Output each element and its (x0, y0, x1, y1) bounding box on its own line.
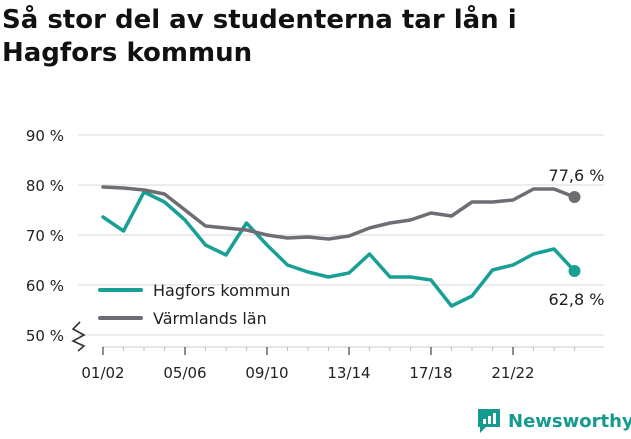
x-tick-label: 01/02 (81, 364, 124, 382)
y-axis: 50 % 60 % 70 % 80 % 90 % (26, 127, 64, 345)
newsworthy-logo-icon (478, 409, 500, 433)
chart-title: Så stor del av studenterna tar lån i Hag… (2, 5, 517, 68)
y-tick-label: 70 % (26, 227, 64, 245)
y-tick-label: 80 % (26, 177, 64, 195)
series-line-2 (101, 185, 577, 241)
y-tick-label: 90 % (26, 127, 64, 145)
x-tick-label: 05/06 (163, 364, 206, 382)
series-end-label-2: 77,6 % (549, 166, 605, 185)
series-end-point-2 (568, 191, 581, 203)
legend: Hagfors kommun Värmlands län (98, 281, 290, 328)
x-axis: 01/02 05/06 09/10 13/14 17/18 21/22 (81, 346, 604, 382)
legend-label: Värmlands län (153, 309, 267, 328)
x-tick-label: 17/18 (409, 364, 452, 382)
y-tick-label: 50 % (26, 327, 64, 345)
x-tick-label: 21/22 (491, 364, 534, 382)
brand-name: Newsworthy (508, 410, 631, 432)
axis-break-icon (71, 321, 86, 352)
brand-logo: Newsworthy (476, 406, 631, 436)
series-end-label-1: 62,8 % (549, 290, 605, 309)
series-line-1 (101, 190, 577, 308)
series-end-point-1 (568, 265, 581, 277)
x-tick-label: 09/10 (245, 364, 288, 382)
grid (78, 134, 604, 336)
series: 62,8 % 77,6 % (101, 166, 605, 309)
x-tick-label: 13/14 (327, 364, 370, 382)
legend-label: Hagfors kommun (153, 281, 290, 300)
y-tick-label: 60 % (26, 277, 64, 295)
